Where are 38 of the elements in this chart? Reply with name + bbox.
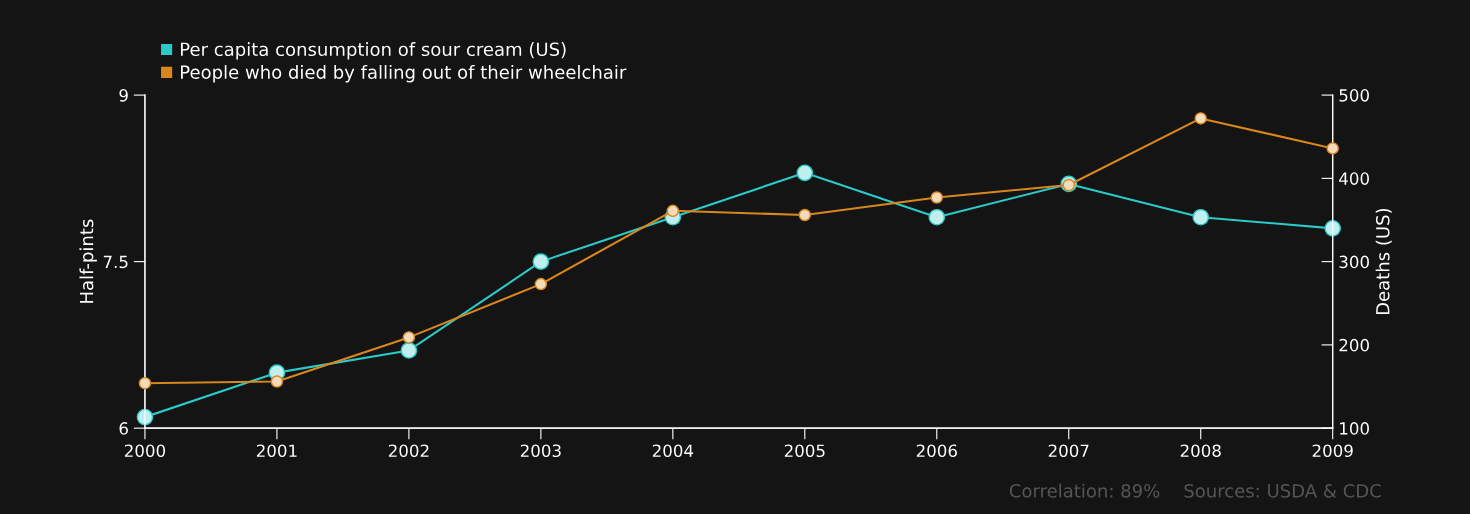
x-tick-label: 2000 (124, 444, 166, 458)
legend-label: People who died by falling out of their wheelchair (181, 64, 627, 83)
point (666, 204, 680, 218)
x-tick-label: 2008 (1180, 444, 1221, 458)
x-tick-label: 2007 (1048, 444, 1089, 458)
x-tick-label: 2003 (520, 444, 561, 458)
y-axis-title: Half-pints (79, 219, 97, 303)
y-tick-label: 7.5 (103, 255, 128, 269)
x-tick-label: 2009 (1312, 444, 1353, 458)
point (798, 208, 812, 222)
y2-tick-label: 200 (1339, 338, 1369, 352)
legend-label: Per capita consumption of sour cream (US) (181, 42, 566, 60)
point (400, 342, 418, 359)
x-tick-label: 2006 (916, 444, 957, 458)
point (532, 253, 550, 270)
point (1324, 219, 1342, 237)
text: Correlation: 89% Sources: USDA & CDC (1009, 483, 1381, 498)
x-tick-label: 2002 (388, 444, 429, 458)
point (138, 376, 152, 390)
point (1192, 208, 1210, 226)
point (1194, 112, 1207, 125)
y2-tick-label: 500 (1339, 89, 1369, 102)
point (928, 208, 946, 226)
point (270, 375, 284, 388)
y2-axis-title: Deaths (US) (1375, 208, 1392, 315)
point (1326, 142, 1339, 155)
y-tick-label: 6 (119, 422, 128, 435)
y2-tick-label: 100 (1340, 422, 1369, 435)
point (930, 191, 944, 204)
y2-tick-label: 400 (1339, 172, 1369, 185)
point (796, 164, 814, 182)
y-tick-label: 9 (119, 89, 128, 102)
x-tick-label: 2005 (784, 444, 825, 458)
x-tick-label: 2001 (256, 444, 297, 458)
y2-tick-label: 300 (1339, 255, 1369, 269)
x-tick-label: 2004 (652, 444, 694, 458)
point (534, 277, 548, 291)
point (402, 331, 416, 344)
